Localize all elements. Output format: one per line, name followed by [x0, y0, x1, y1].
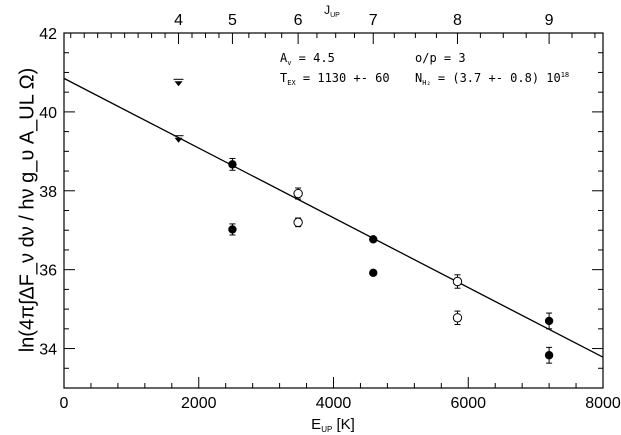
- annotation-av-sub: v: [287, 59, 291, 67]
- annotation-av: Av = 4.5: [280, 51, 335, 67]
- upper-limit-arrow: [174, 81, 183, 87]
- annotation-tex: TEX = 1130 +- 60: [280, 71, 390, 87]
- x-axis-label-main: E: [311, 416, 321, 433]
- annotation-nh2-sup: 18: [561, 71, 569, 79]
- annotation-av-value: = 4.5: [291, 51, 334, 65]
- top-tick-label: 5: [228, 12, 237, 29]
- y-tick-label: 40: [39, 105, 57, 122]
- y-axis: 34 36 38 40 42: [39, 26, 603, 389]
- y-tick-label: 34: [39, 342, 57, 359]
- filled-point: [369, 235, 378, 244]
- x-tick-label: 2000: [181, 395, 217, 412]
- y-axis-label-text: ln(4π∫ΔF_ν dν / hν g_υ A_UL Ω): [16, 68, 38, 353]
- filled-point: [544, 351, 554, 360]
- top-tick-label: 9: [545, 12, 554, 29]
- annotation-nh2-main: N: [415, 71, 422, 85]
- top-axis-label: JUP: [324, 3, 340, 19]
- annotation-nh2-sub: H₂: [422, 79, 430, 87]
- x-axis: 0 2000 4000 6000 8000: [60, 377, 621, 412]
- x-axis-label-unit: [K]: [336, 416, 354, 433]
- x-tick-label: 8000: [585, 395, 621, 412]
- open-point: [452, 276, 463, 287]
- annotation-av-main: A: [280, 51, 288, 65]
- y-tick-label: 38: [39, 184, 57, 201]
- annotation-tex-value: = 1130 +- 60: [296, 71, 390, 85]
- filled-point: [228, 160, 237, 169]
- annotation-tex-sub: EX: [287, 79, 296, 87]
- top-axis-label-sub: UP: [330, 12, 340, 19]
- open-point: [293, 188, 303, 199]
- upper-limit-arrow: [174, 137, 183, 143]
- y-tick-label: 42: [39, 26, 57, 43]
- open-point: [293, 217, 303, 228]
- x-axis-label-sub: UP: [321, 425, 332, 434]
- x-tick-label: 4000: [316, 395, 352, 412]
- x-axis-label: EUP [K]: [311, 416, 355, 434]
- filled-point: [544, 316, 554, 326]
- top-tick-label: 4: [174, 12, 183, 29]
- y-tick-label: 36: [39, 263, 57, 280]
- data-points: [173, 78, 554, 364]
- filled-point: [228, 225, 237, 234]
- open-point: [452, 313, 463, 323]
- top-tick-label: 7: [369, 12, 378, 29]
- fit-line: [63, 77, 604, 358]
- x-tick-label: 0: [60, 395, 69, 412]
- top-tick-label: 8: [453, 12, 462, 29]
- x-tick-label: 6000: [450, 395, 486, 412]
- filled-point: [369, 268, 378, 278]
- top-axis: 4 5 6 7 8 9: [70, 12, 596, 44]
- annotation-nh2: NH₂ = (3.7 +- 0.8) 1018: [415, 71, 569, 87]
- y-axis-label: ln(4π∫ΔF_ν dν / hν g_υ A_UL Ω): [16, 68, 38, 353]
- top-tick-label: 6: [294, 12, 303, 29]
- plot-frame: [63, 32, 604, 389]
- top-axis-label-main: J: [324, 3, 330, 17]
- annotation-nh2-value: = (3.7 +- 0.8) 10: [431, 71, 561, 85]
- annotation-op: o/p = 3: [415, 51, 466, 65]
- annotation-tex-main: T: [280, 71, 287, 85]
